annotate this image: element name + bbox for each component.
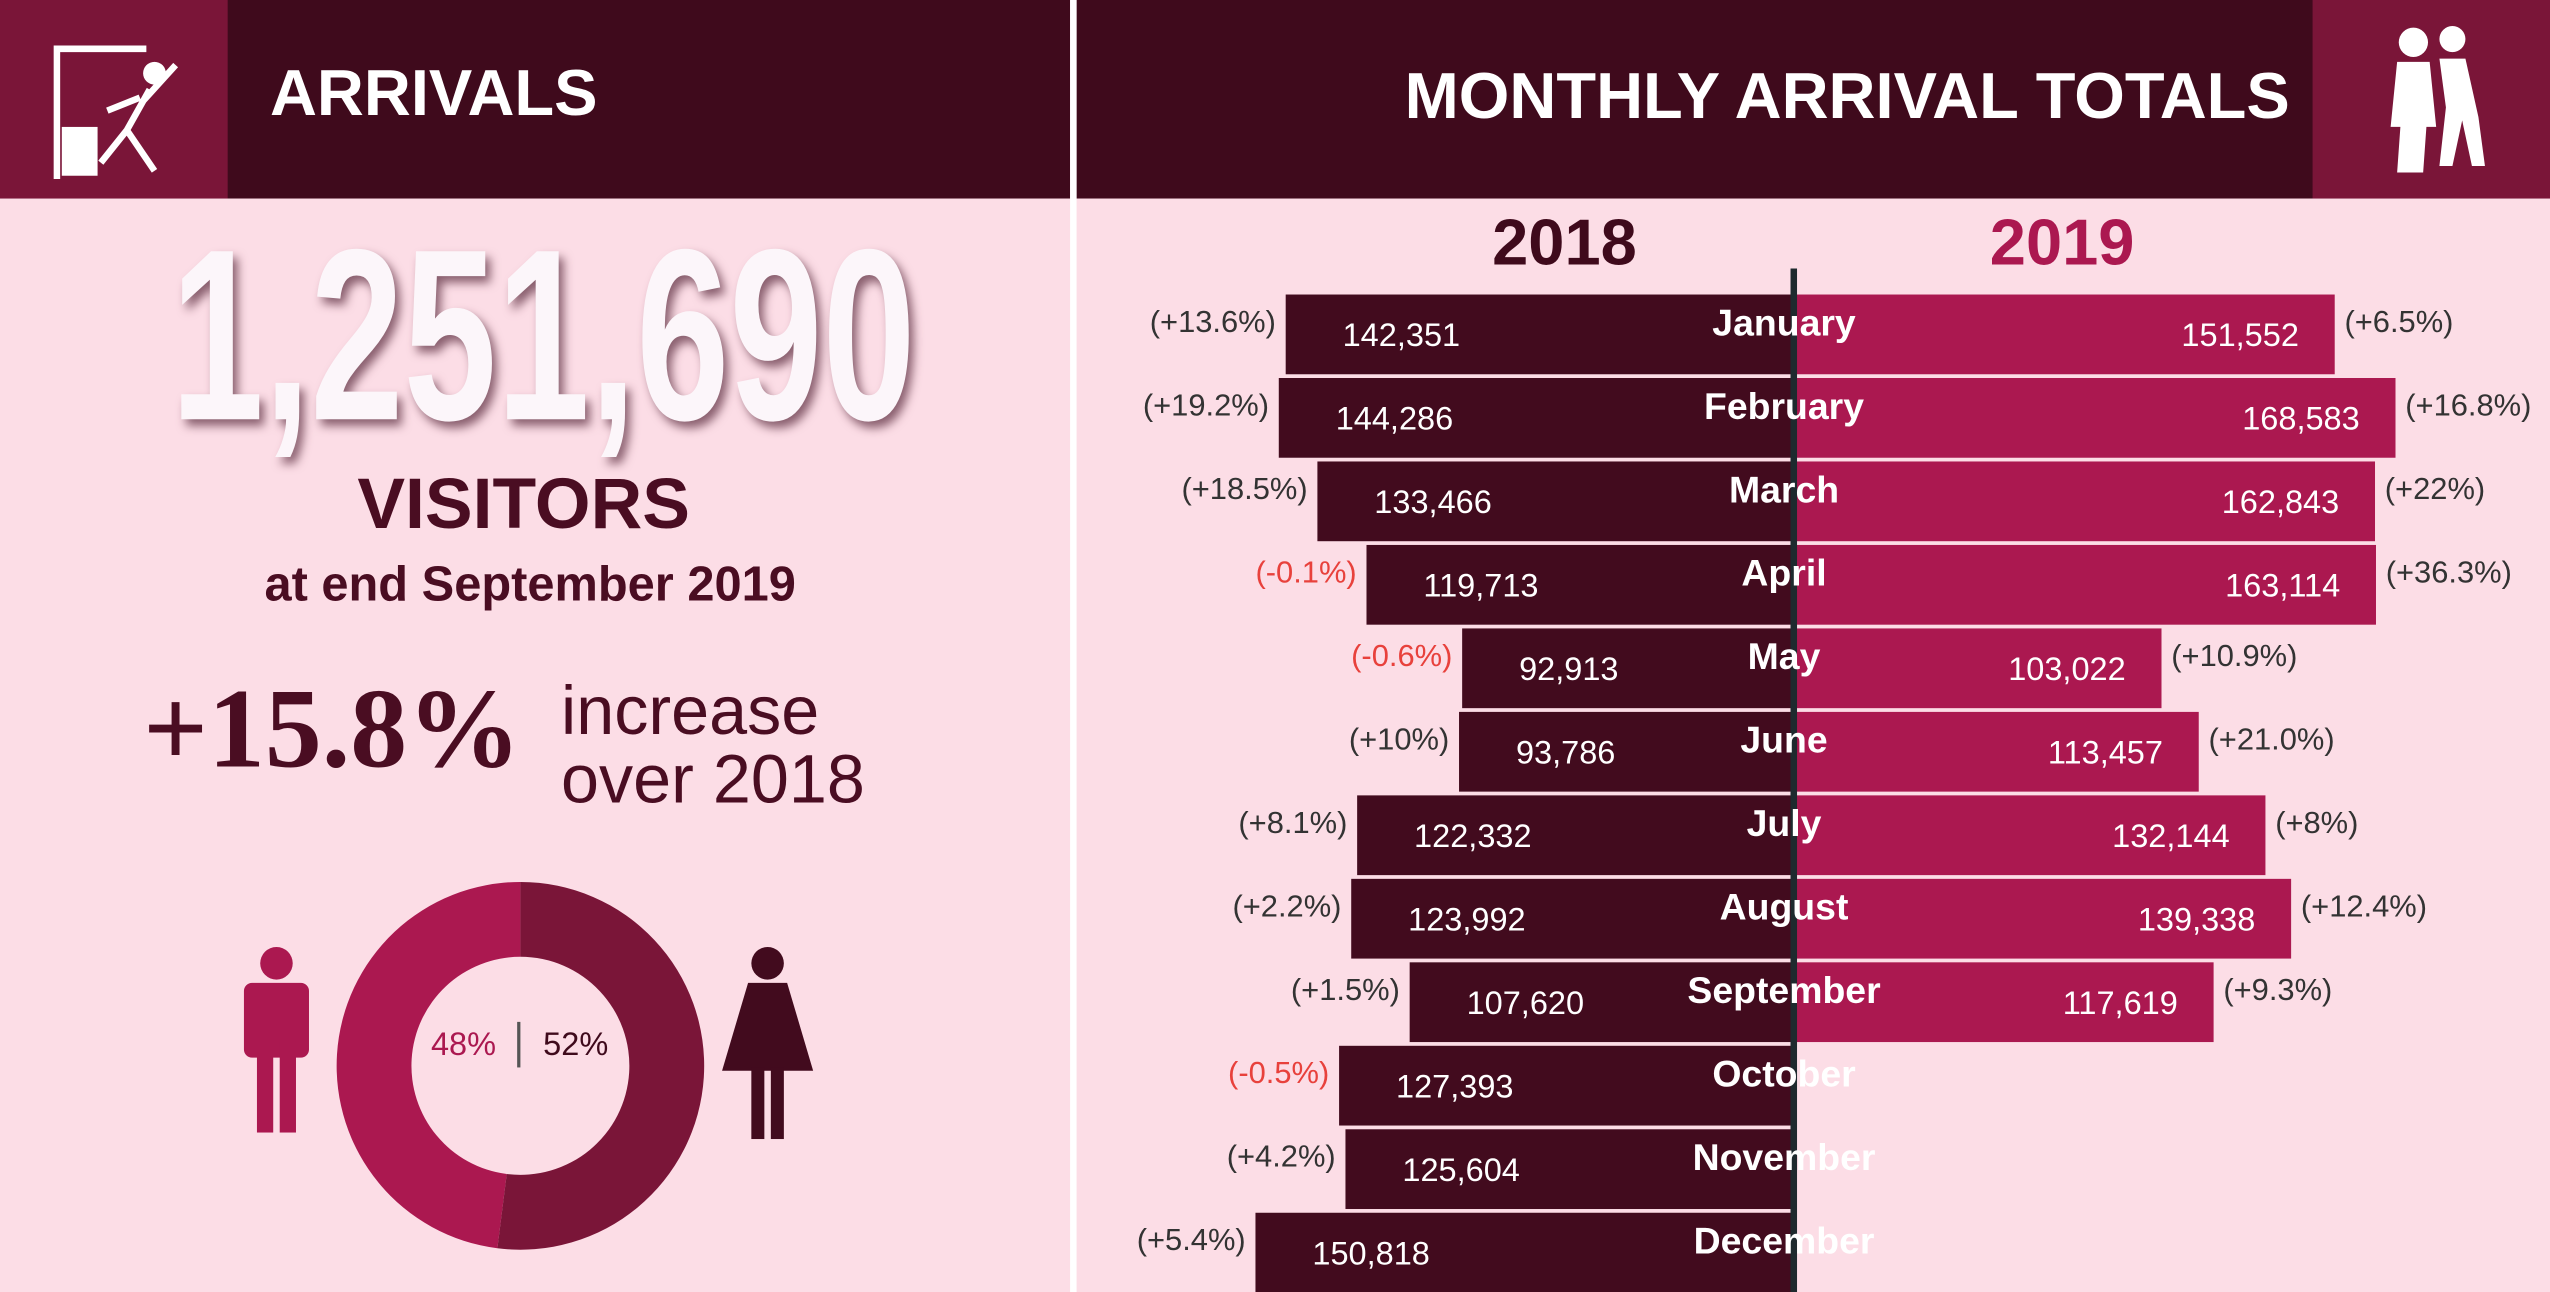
bar xyxy=(1339,1045,1794,1126)
bar xyxy=(1793,962,2214,1043)
change-label: (+12.4%) xyxy=(2301,888,2427,923)
category-label: January xyxy=(1712,301,1856,343)
change-label: (+5.4%) xyxy=(1137,1222,1246,1257)
left-title: ARRIVALS xyxy=(270,56,598,129)
male-icon xyxy=(243,947,309,1133)
bar xyxy=(1793,377,2396,458)
female-icon xyxy=(722,947,814,1140)
change-label: (-0.6%) xyxy=(1351,638,1452,673)
bar xyxy=(1366,544,1794,625)
value-label: 119,713 xyxy=(1423,568,1538,604)
change-label: (+10.9%) xyxy=(2171,638,2297,673)
change-label: (+2.2%) xyxy=(1232,888,1341,923)
category-label: May xyxy=(1748,635,1821,677)
total-label: VISITORS xyxy=(357,464,690,544)
value-label: 127,393 xyxy=(1396,1069,1514,1105)
change-value: +15.8% xyxy=(143,665,521,791)
change-label: (-0.1%) xyxy=(1255,554,1356,589)
category-label: April xyxy=(1741,552,1826,594)
change-label: (+4.2%) xyxy=(1227,1139,1336,1174)
pie-label: 48% xyxy=(431,1026,496,1062)
value-label: 144,286 xyxy=(1336,401,1454,437)
bar xyxy=(1793,294,2335,375)
change-label: (+8.1%) xyxy=(1238,805,1347,840)
change-text: over 2018 xyxy=(561,741,865,817)
bar xyxy=(1793,711,2199,792)
arrival-icon xyxy=(53,45,179,179)
category-label: September xyxy=(1687,969,1880,1011)
change-text: increase xyxy=(561,673,819,749)
value-label: 93,786 xyxy=(1516,735,1615,771)
bar xyxy=(1459,711,1794,792)
value-label: 132,144 xyxy=(2112,818,2230,854)
legend-label: 2018 xyxy=(1492,206,1637,279)
pie-slice xyxy=(497,881,705,1250)
bar xyxy=(1462,628,1794,709)
value-label: 117,619 xyxy=(2063,985,2178,1021)
category-label: November xyxy=(1693,1136,1876,1178)
change-label: (+1.5%) xyxy=(1291,972,1400,1007)
bar xyxy=(1345,1129,1794,1210)
change-label: (-0.5%) xyxy=(1228,1055,1329,1090)
divider xyxy=(1070,0,1077,1292)
change-label: (+8%) xyxy=(2275,805,2358,840)
category-label: July xyxy=(1747,802,1822,844)
category-label: August xyxy=(1720,886,1849,928)
category-label: February xyxy=(1704,385,1864,427)
total-visitors: 1,251,690 xyxy=(171,198,916,471)
bar xyxy=(1317,461,1794,542)
value-label: 142,351 xyxy=(1343,317,1461,353)
change-label: (+9.3%) xyxy=(2223,972,2332,1007)
value-label: 92,913 xyxy=(1519,651,1618,687)
bar xyxy=(1351,878,1794,959)
value-label: 150,818 xyxy=(1312,1235,1430,1271)
change-label: (+16.8%) xyxy=(2405,387,2531,422)
left-icon-box xyxy=(0,0,228,199)
change-label: (+19.2%) xyxy=(1143,387,1269,422)
value-label: 103,022 xyxy=(2008,651,2126,687)
value-label: 168,583 xyxy=(2242,401,2360,437)
category-label: October xyxy=(1712,1053,1855,1095)
value-label: 123,992 xyxy=(1408,902,1526,938)
bar xyxy=(1278,377,1794,458)
category-label: June xyxy=(1740,719,1827,761)
couple-icon xyxy=(2390,26,2485,173)
bar xyxy=(1409,962,1794,1043)
change-label: (+18.5%) xyxy=(1181,471,1307,506)
right-header xyxy=(1076,0,2550,199)
bar xyxy=(1357,795,1794,876)
change-label: (+21.0%) xyxy=(2209,721,2335,756)
pie-slice xyxy=(336,881,521,1249)
bar xyxy=(1793,461,2376,542)
change-label: (+22%) xyxy=(2385,471,2485,506)
category-label: December xyxy=(1694,1220,1875,1262)
bar xyxy=(1793,544,2376,625)
change-label: (+36.3%) xyxy=(2386,554,2512,589)
value-label: 107,620 xyxy=(1467,985,1585,1021)
period: at end September 2019 xyxy=(264,557,795,611)
bar xyxy=(1285,294,1794,375)
pie-label: 52% xyxy=(543,1026,608,1062)
value-label: 122,332 xyxy=(1414,818,1532,854)
category-label: March xyxy=(1729,468,1839,510)
value-label: 163,114 xyxy=(2225,568,2340,604)
change-label: (+13.6%) xyxy=(1150,304,1276,339)
change-label: (+6.5%) xyxy=(2344,304,2453,339)
bar xyxy=(1255,1212,1794,1292)
value-label: 133,466 xyxy=(1374,484,1492,520)
value-label: 113,457 xyxy=(2048,735,2163,771)
chart-title: MONTHLY ARRIVAL TOTALS xyxy=(1405,59,2290,132)
value-label: 125,604 xyxy=(1402,1152,1520,1188)
change-label: (+10%) xyxy=(1349,721,1449,756)
bar xyxy=(1793,628,2162,709)
value-label: 151,552 xyxy=(2181,317,2299,353)
value-label: 162,843 xyxy=(2222,484,2340,520)
bar xyxy=(1793,795,2266,876)
legend-label: 2019 xyxy=(1990,206,2135,279)
value-label: 139,338 xyxy=(2138,902,2256,938)
bar xyxy=(1793,878,2292,959)
